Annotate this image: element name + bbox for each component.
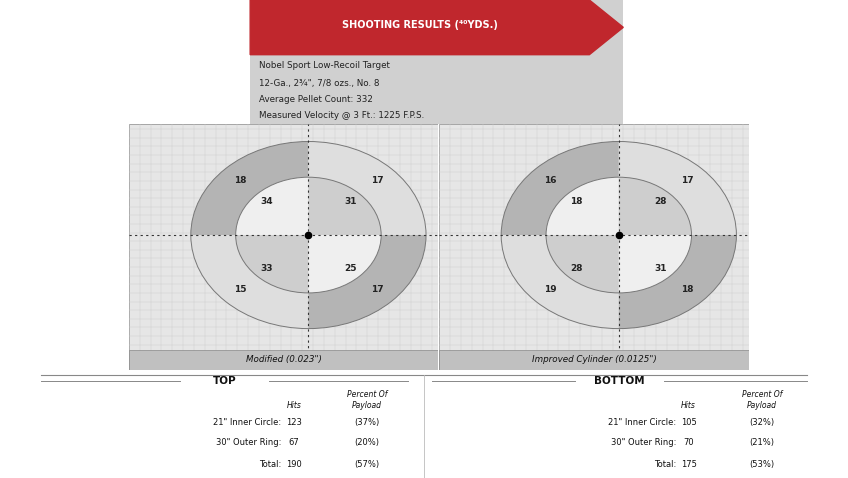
Text: 31: 31 <box>655 264 667 273</box>
Text: SHOOTING RESULTS (⁴⁰YDS.): SHOOTING RESULTS (⁴⁰YDS.) <box>342 20 498 30</box>
Text: Payload: Payload <box>747 402 777 411</box>
Text: 15: 15 <box>234 285 246 294</box>
Text: 31: 31 <box>344 197 357 206</box>
Bar <box>439 349 749 370</box>
Text: Nobel Sport Low-Recoil Target: Nobel Sport Low-Recoil Target <box>259 61 389 70</box>
Text: ● = Point of Hold: ● = Point of Hold <box>142 352 211 361</box>
Text: Hits: Hits <box>681 402 696 411</box>
Text: 21" Inner Circle:: 21" Inner Circle: <box>214 418 282 426</box>
Text: 18: 18 <box>681 285 694 294</box>
Text: Measured Velocity @ 3 Ft.: 1225 F.P.S.: Measured Velocity @ 3 Ft.: 1225 F.P.S. <box>259 111 424 120</box>
Wedge shape <box>309 235 426 328</box>
Text: 105: 105 <box>681 418 696 426</box>
Text: Percent Of: Percent Of <box>347 390 388 399</box>
Text: (37%): (37%) <box>354 418 380 426</box>
Text: 175: 175 <box>681 459 696 468</box>
Wedge shape <box>309 177 381 235</box>
Wedge shape <box>619 177 691 235</box>
Text: BOTTOM: BOTTOM <box>594 376 644 386</box>
Text: 33: 33 <box>260 264 272 273</box>
Wedge shape <box>619 141 736 235</box>
Text: 25: 25 <box>344 264 357 273</box>
Text: 28: 28 <box>571 264 583 273</box>
Polygon shape <box>250 0 623 54</box>
Bar <box>250 0 623 124</box>
Text: Hits: Hits <box>287 402 301 411</box>
Wedge shape <box>619 235 736 328</box>
Text: 30" Outer Ring:: 30" Outer Ring: <box>611 438 677 447</box>
Text: 18: 18 <box>234 176 246 185</box>
Text: Percent Of: Percent Of <box>742 390 782 399</box>
Text: (57%): (57%) <box>354 459 380 468</box>
Wedge shape <box>236 235 309 293</box>
Text: (53%): (53%) <box>750 459 774 468</box>
Wedge shape <box>501 235 619 328</box>
Text: 30" Outer Ring:: 30" Outer Ring: <box>216 438 282 447</box>
Text: (32%): (32%) <box>750 418 774 426</box>
Wedge shape <box>501 141 619 235</box>
Wedge shape <box>191 141 309 235</box>
Bar <box>129 349 438 370</box>
Wedge shape <box>619 235 691 293</box>
Text: 67: 67 <box>288 438 299 447</box>
Text: 190: 190 <box>286 459 302 468</box>
Wedge shape <box>309 235 381 293</box>
Text: 17: 17 <box>371 285 383 294</box>
Text: 19: 19 <box>544 285 556 294</box>
Wedge shape <box>191 235 309 328</box>
Wedge shape <box>236 177 309 235</box>
Wedge shape <box>309 141 426 235</box>
Text: 16: 16 <box>544 176 556 185</box>
Text: 12-Ga., 2¾", 7/8 ozs., No. 8: 12-Ga., 2¾", 7/8 ozs., No. 8 <box>259 79 379 88</box>
Text: 34: 34 <box>260 197 272 206</box>
Text: Average of 10 Patterns: Average of 10 Patterns <box>259 127 359 136</box>
Text: 28: 28 <box>655 197 667 206</box>
Text: (21%): (21%) <box>750 438 774 447</box>
Text: Improved Cylinder (0.0125"): Improved Cylinder (0.0125") <box>532 356 656 365</box>
Text: TOP: TOP <box>213 376 237 386</box>
Text: Payload: Payload <box>352 402 382 411</box>
Text: 70: 70 <box>683 438 694 447</box>
Text: 18: 18 <box>571 197 583 206</box>
Text: Average Pellet Count: 332: Average Pellet Count: 332 <box>259 95 372 104</box>
Text: 123: 123 <box>286 418 302 426</box>
Wedge shape <box>546 235 619 293</box>
Wedge shape <box>546 177 619 235</box>
Text: 17: 17 <box>681 176 694 185</box>
Text: 17: 17 <box>371 176 383 185</box>
Text: Total:: Total: <box>654 459 677 468</box>
Text: 21" Inner Circle:: 21" Inner Circle: <box>608 418 677 426</box>
Text: (20%): (20%) <box>354 438 380 447</box>
Text: Modified (0.023"): Modified (0.023") <box>246 356 321 365</box>
Text: Total:: Total: <box>259 459 282 468</box>
Text: ● = Point of Hold: ● = Point of Hold <box>452 352 522 361</box>
